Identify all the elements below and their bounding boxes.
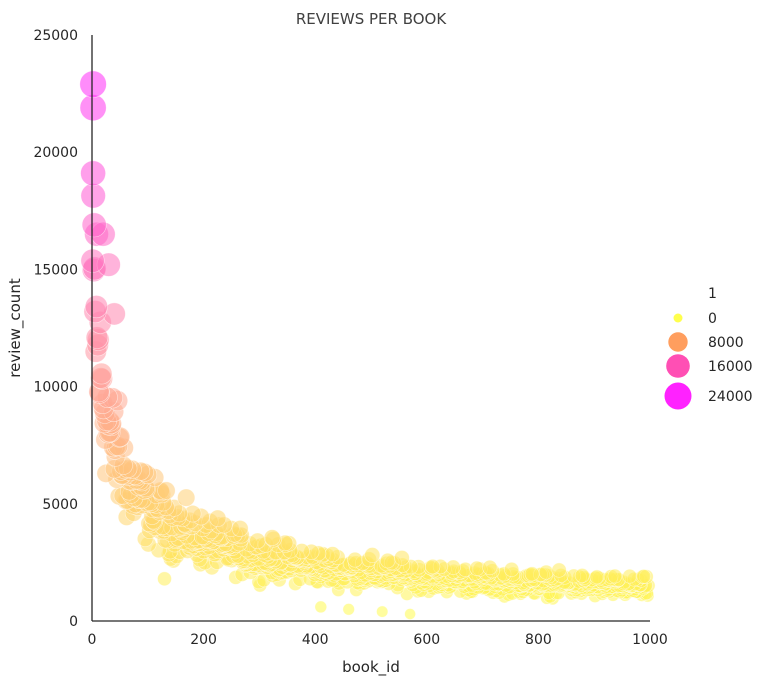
legend-marker xyxy=(668,332,688,352)
legend-label: 8000 xyxy=(708,335,744,351)
data-point xyxy=(394,550,410,566)
data-point xyxy=(263,529,281,546)
y-tick-label: 0 xyxy=(69,614,78,630)
data-point xyxy=(347,551,363,568)
data-point xyxy=(324,546,341,563)
legend-title: 1 xyxy=(708,286,717,302)
data-point xyxy=(622,568,638,584)
data-point xyxy=(376,605,389,618)
legend: 1 0 8000 16000 24000 xyxy=(664,286,753,410)
y-tick-label: 20000 xyxy=(33,145,78,161)
data-point xyxy=(80,183,106,209)
data-point xyxy=(538,564,554,580)
x-tick-label: 1000 xyxy=(632,632,668,648)
legend-marker xyxy=(666,354,690,378)
data-point xyxy=(445,559,461,575)
y-axis-ticks: 0 5000 10000 15000 20000 25000 xyxy=(33,28,78,630)
x-axis-label: book_id xyxy=(342,658,400,677)
data-point xyxy=(90,362,113,385)
data-point xyxy=(342,603,355,616)
legend-label: 24000 xyxy=(708,389,753,405)
y-axis-label: review_count xyxy=(6,278,25,378)
data-point xyxy=(425,558,441,575)
x-tick-label: 800 xyxy=(525,632,552,648)
data-point xyxy=(524,566,540,582)
data-point xyxy=(482,559,498,576)
data-point xyxy=(177,488,196,507)
data-point xyxy=(551,562,567,578)
data-point xyxy=(209,509,227,527)
data-point xyxy=(231,520,249,537)
x-tick-label: 200 xyxy=(190,632,217,648)
data-point xyxy=(81,212,107,238)
data-point xyxy=(380,552,396,569)
data-point xyxy=(80,160,106,187)
legend-label: 16000 xyxy=(708,359,753,375)
data-point xyxy=(157,571,172,587)
x-tick-label: 400 xyxy=(302,632,329,648)
data-point xyxy=(607,568,623,584)
y-tick-label: 15000 xyxy=(33,262,78,278)
data-point xyxy=(364,547,381,563)
data-point xyxy=(469,560,485,577)
data-point xyxy=(249,532,266,550)
legend-label: 0 xyxy=(708,311,717,327)
chart-title: REVIEWS PER BOOK xyxy=(296,10,448,28)
x-axis-ticks: 0 200 400 600 800 1000 xyxy=(88,632,668,648)
y-tick-label: 5000 xyxy=(42,497,78,513)
data-point xyxy=(314,600,327,614)
data-point xyxy=(404,608,416,620)
y-tick-label: 25000 xyxy=(33,28,78,44)
data-point xyxy=(636,569,652,584)
data-point xyxy=(79,94,107,122)
data-point xyxy=(504,561,520,577)
x-tick-label: 0 xyxy=(88,632,97,648)
x-tick-label: 600 xyxy=(413,632,440,648)
data-points xyxy=(79,70,656,620)
data-point xyxy=(84,295,108,319)
data-point xyxy=(157,481,176,500)
legend-marker xyxy=(673,313,683,323)
y-tick-label: 10000 xyxy=(33,380,78,396)
data-point xyxy=(589,569,605,585)
legend-marker xyxy=(664,382,692,410)
data-point xyxy=(79,70,107,98)
data-point xyxy=(574,568,590,583)
